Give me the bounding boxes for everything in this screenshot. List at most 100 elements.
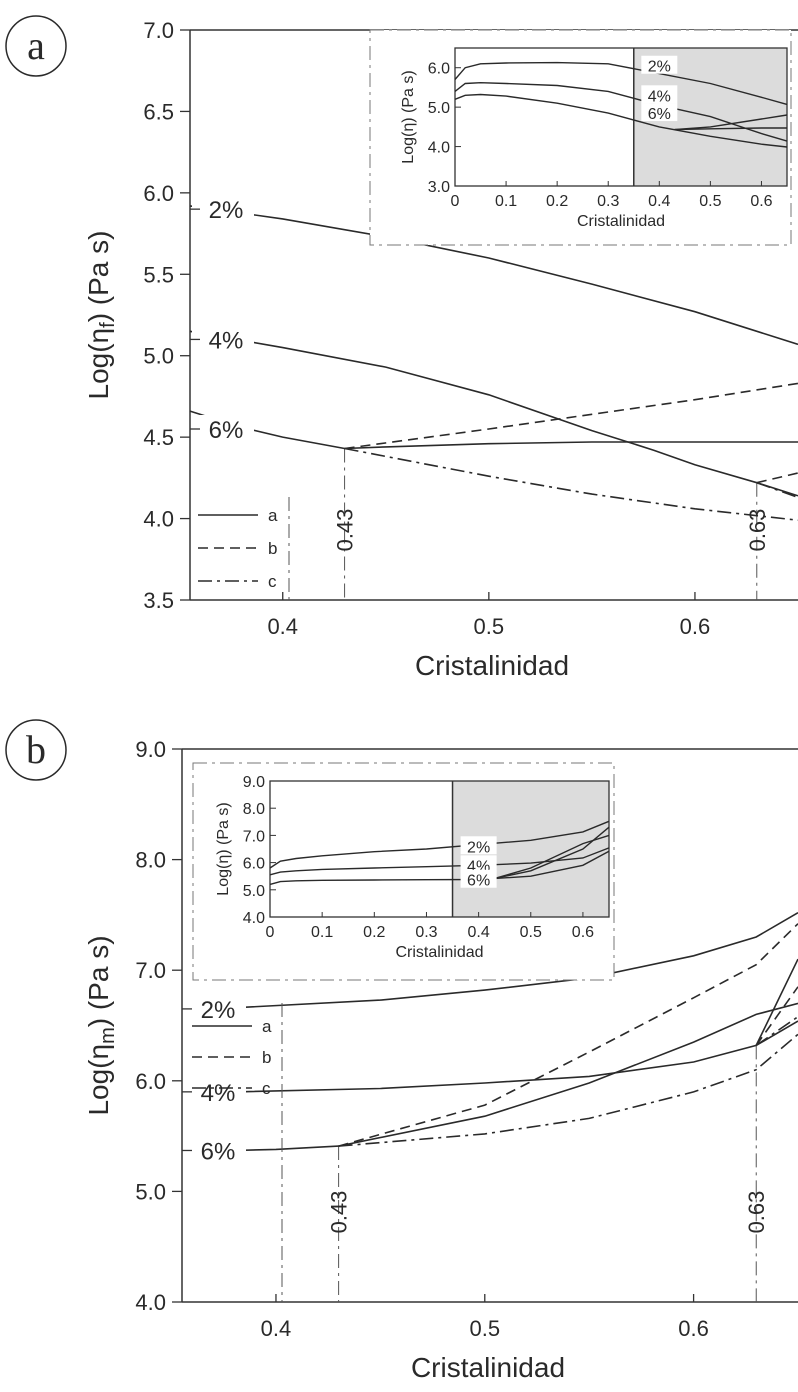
inset-x-tick-label: 0.3 (597, 193, 619, 210)
inset-y-tick-label: 6.0 (428, 61, 450, 78)
inset-x-axis-title: Cristalinidad (577, 213, 665, 230)
panel-letter: b (26, 727, 46, 772)
series-line-dashdot (344, 447, 798, 521)
y-axis-title-ylabel-sub: f (97, 322, 119, 328)
y-axis-title-ylabel-pre: Log(η (83, 328, 114, 400)
curve-label: 2% (209, 197, 244, 224)
inset-series-line (269, 820, 610, 869)
curve-label-bg (192, 195, 254, 224)
x-axis-title: Cristalinidad (411, 1352, 565, 1383)
inset-series-line (674, 114, 788, 131)
x-tick-label: 0.5 (469, 1316, 500, 1341)
curve-label: 2% (201, 997, 236, 1024)
series-line-dashdot (338, 1033, 798, 1147)
inset-x-tick-label: 0.6 (572, 924, 594, 941)
legend-label: b (268, 539, 277, 558)
series-line-dashed (338, 923, 798, 1147)
inset-curve-label: 4% (648, 88, 671, 105)
x-tick-label: 0.6 (678, 1316, 709, 1341)
inset-curve-label-bg (641, 103, 678, 122)
panel-letter-circle (5, 719, 67, 781)
inset-series-line (269, 850, 610, 886)
inset-y-tick-label: 4.0 (428, 140, 450, 157)
series-line-dashed (755, 986, 798, 1046)
inset-x-tick-label: 0.4 (467, 924, 489, 941)
x-tick-label: 0.4 (261, 1316, 292, 1341)
inset-x-tick-label: 0.6 (750, 193, 772, 210)
inset-y-tick-label: 3.0 (428, 179, 450, 196)
series-line-dashed (344, 382, 798, 450)
inset-x-axis-title: Cristalinidad (395, 944, 483, 961)
series-line-solid (755, 958, 798, 1046)
inset-series-line (454, 81, 788, 142)
inset-y-tick-label: 7.0 (243, 828, 265, 845)
x-tick-label: 0.6 (680, 614, 711, 639)
y-tick-label: 4.5 (143, 425, 174, 450)
y-tick-label: 5.0 (143, 344, 174, 369)
y-tick-label: 9.0 (135, 737, 166, 762)
curve-label: 6% (201, 1138, 236, 1165)
inset-series-line (494, 826, 610, 880)
series-line-solid (338, 1002, 798, 1147)
x-tick-label: 0.5 (474, 614, 505, 639)
inset-series-line (454, 61, 788, 106)
vertical-marker-label: 0.43 (333, 509, 358, 552)
y-axis-title: Log(ηf) (Pa s) (83, 231, 119, 400)
inset-y-tick-label: 5.0 (243, 883, 265, 900)
series-line-solid (189, 330, 798, 497)
inset-y-tick-label: 9.0 (243, 774, 265, 791)
inset-curve-label-bg (641, 85, 678, 104)
vertical-marker-label: 0.63 (744, 1191, 769, 1234)
inset-curve-label-bg (460, 836, 497, 855)
series-line-solid (234, 1020, 798, 1093)
inset-curve-label-bg (460, 855, 497, 874)
x-tick-label: 0.4 (267, 614, 298, 639)
series-line-dashdot (756, 481, 798, 499)
y-axis-title-ylabel-pre: Log(η (83, 1044, 114, 1116)
inset-series-line (454, 93, 788, 148)
series-line-solid (189, 205, 798, 346)
curve-label: 4% (201, 1080, 236, 1107)
y-tick-label: 6.0 (143, 181, 174, 206)
series-line-solid (344, 441, 798, 450)
inset-series-line (494, 834, 610, 880)
inset-series-line (674, 127, 787, 131)
inset-x-tick-label: 0.4 (648, 193, 670, 210)
curve-label-bg (184, 1136, 246, 1165)
panel-a: a 3.5 4.0 4.5 5.0 5.5 6.0 6.5 7.0 0.4 0.5 0.6 Crista… (5, 15, 798, 681)
y-tick-label: 7.0 (143, 18, 174, 43)
legend-label: c (268, 572, 277, 591)
legend-label: a (268, 506, 278, 525)
y-tick-label: 7.0 (135, 958, 166, 983)
inset-curve-label: 6% (467, 873, 490, 890)
curve-label: 4% (209, 327, 244, 354)
x-axis-title: Cristalinidad (415, 650, 569, 681)
y-tick-label: 4.0 (135, 1290, 166, 1315)
vertical-marker-label: 0.43 (327, 1191, 352, 1234)
inset-curve-label: 2% (467, 839, 490, 856)
inset-axes-box (269, 780, 610, 918)
legend-label: c (262, 1079, 271, 1098)
inset-x-tick-label: 0 (451, 193, 460, 210)
inset-x-tick-label: 0.2 (546, 193, 568, 210)
inset-y-tick-label: 8.0 (243, 801, 265, 818)
legend-label: b (262, 1048, 271, 1067)
panel-letter: a (27, 23, 45, 68)
inset-x-tick-label: 0.3 (415, 924, 437, 941)
inset-chart: 3.0 4.0 5.0 6.0 0 0.1 0.2 0.3 0.4 0.5 0.6 Cristalin… (369, 29, 792, 246)
y-tick-label: 6.5 (143, 99, 174, 124)
y-axis-title-ylabel-post: ) (Pa s) (83, 231, 114, 323)
panel-letter-circle (5, 15, 67, 77)
inset-y-tick-label: 4.0 (243, 910, 265, 927)
inset-x-tick-label: 0.5 (520, 924, 542, 941)
inset-x-tick-label: 0.2 (363, 924, 385, 941)
inset-axes-box (454, 47, 788, 187)
inset-curve-label-bg (460, 869, 497, 888)
inset-x-tick-label: 0.5 (699, 193, 721, 210)
y-tick-label: 3.5 (143, 588, 174, 613)
y-tick-label: 5.0 (135, 1179, 166, 1204)
panel-b: b 4.0 5.0 6.0 7.0 8.0 9.0 0.4 0.5 0.6 Cristalinida… (5, 719, 798, 1383)
series-line-solid (234, 1145, 339, 1152)
y-tick-label: 5.5 (143, 262, 174, 287)
